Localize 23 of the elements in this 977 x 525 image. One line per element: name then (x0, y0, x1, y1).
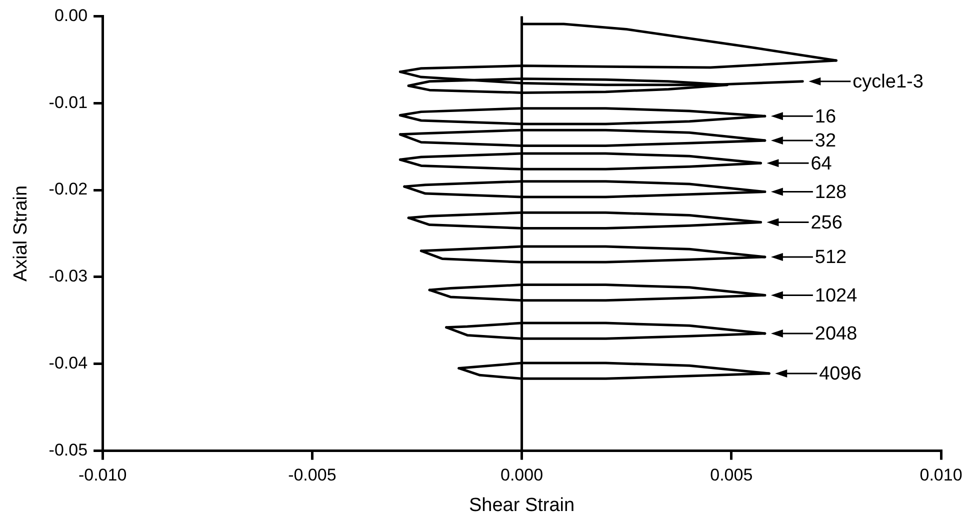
x-axis-title: Shear Strain (468, 494, 575, 516)
y-tick-label: -0.03 (48, 266, 88, 286)
annotation: 2048 (814, 324, 858, 345)
x-tick-label: 0.005 (710, 466, 753, 485)
x-tick-label: 0.010 (920, 466, 962, 485)
annotation: cycle1-3 (852, 72, 924, 93)
y-tick-label: -0.01 (48, 92, 88, 112)
annotation: 16 (814, 106, 836, 128)
y-axis-title: Axial Strain (10, 185, 32, 282)
y-tick-label: -0.05 (48, 440, 88, 460)
annotation: 512 (814, 247, 847, 268)
annotation: 4096 (819, 364, 862, 385)
annotation: 1024 (814, 285, 858, 306)
x-tick-label: 0.000 (500, 466, 544, 485)
x-tick-label: -0.005 (288, 466, 336, 485)
y-tick-label: -0.04 (48, 354, 88, 373)
y-tick-label: -0.02 (48, 180, 88, 199)
annotation: 64 (810, 153, 832, 174)
annotation: 256 (810, 212, 842, 234)
x-tick-label: -0.010 (78, 466, 127, 485)
y-tick-label: 0.00 (54, 6, 88, 25)
annotation: 128 (814, 182, 847, 204)
annotation: 32 (814, 130, 836, 152)
